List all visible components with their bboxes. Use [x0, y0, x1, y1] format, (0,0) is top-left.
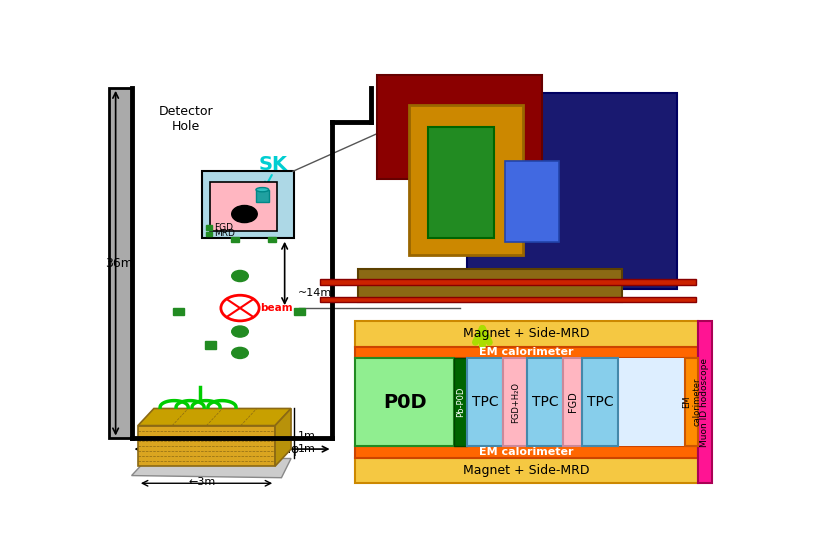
Text: beam: beam	[260, 303, 293, 313]
Bar	[377, 75, 542, 179]
Bar	[173, 308, 184, 315]
Text: Magnet + Side-MRD: Magnet + Side-MRD	[463, 464, 589, 477]
Text: 20mφ: 20mφ	[263, 442, 300, 456]
Text: Muon ID hodoscope: Muon ID hodoscope	[700, 357, 709, 447]
Ellipse shape	[256, 188, 268, 192]
Bar	[454, 359, 467, 446]
Bar	[504, 161, 559, 242]
Bar	[355, 359, 685, 446]
Text: Magnet + Side-MRD: Magnet + Side-MRD	[463, 327, 589, 340]
Text: FGD: FGD	[214, 223, 233, 232]
Polygon shape	[132, 458, 291, 478]
Bar	[355, 446, 698, 458]
Bar	[268, 236, 277, 242]
Text: MRD: MRD	[214, 229, 235, 238]
Text: FGD: FGD	[568, 392, 578, 412]
Polygon shape	[138, 408, 291, 426]
Bar	[467, 359, 504, 446]
Text: ~14m: ~14m	[297, 288, 332, 298]
Bar	[319, 279, 696, 285]
Bar	[294, 308, 305, 315]
Text: TPC: TPC	[587, 395, 614, 409]
Bar	[210, 182, 277, 231]
Bar	[202, 171, 294, 238]
Bar	[428, 127, 494, 238]
Text: 1m: 1m	[297, 444, 315, 454]
Bar	[358, 269, 622, 302]
Bar	[206, 231, 212, 236]
Text: TPC: TPC	[532, 395, 559, 409]
Circle shape	[232, 270, 249, 281]
Circle shape	[221, 295, 259, 321]
Bar	[355, 346, 698, 359]
Bar	[698, 321, 712, 483]
Bar	[138, 426, 275, 466]
Bar	[205, 341, 216, 349]
Text: EM calorimeter: EM calorimeter	[479, 347, 574, 357]
Text: 36m: 36m	[105, 256, 133, 270]
Bar	[685, 359, 698, 446]
Circle shape	[232, 205, 258, 223]
Text: SK: SK	[258, 155, 288, 174]
Polygon shape	[275, 408, 291, 466]
Text: P0D: P0D	[383, 392, 426, 412]
Text: TPC: TPC	[472, 395, 499, 409]
Bar	[319, 296, 696, 302]
Circle shape	[232, 347, 249, 359]
Bar	[504, 359, 528, 446]
Bar	[355, 458, 698, 483]
Text: Detector
Hole: Detector Hole	[159, 105, 213, 133]
Bar	[409, 105, 523, 255]
Bar	[231, 236, 239, 242]
Bar	[355, 321, 698, 346]
Text: EM
calorimeter: EM calorimeter	[681, 378, 701, 426]
Bar	[528, 359, 564, 446]
Bar	[206, 225, 212, 230]
Bar	[467, 93, 677, 289]
Text: 1m: 1m	[297, 431, 315, 441]
Bar	[355, 359, 454, 446]
Circle shape	[232, 326, 249, 337]
Text: ←3m: ←3m	[188, 477, 216, 487]
Bar	[109, 88, 132, 438]
Text: EM calorimeter: EM calorimeter	[479, 447, 574, 457]
Text: FGD+H₂O: FGD+H₂O	[511, 382, 520, 422]
Bar	[564, 359, 583, 446]
Text: Pb-P0D: Pb-P0D	[456, 387, 465, 417]
Bar	[256, 190, 268, 203]
Bar	[583, 359, 618, 446]
